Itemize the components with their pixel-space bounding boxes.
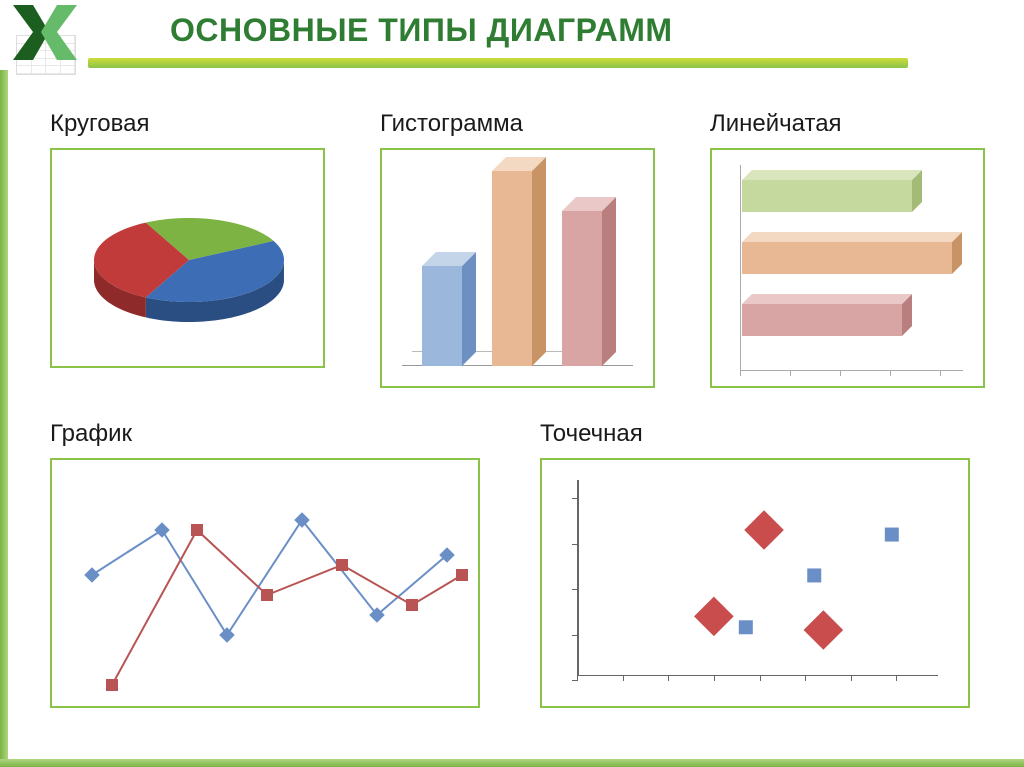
panel-histogram-label: Гистограмма <box>380 110 655 138</box>
histogram-chart <box>380 148 655 388</box>
line-chart <box>50 458 480 708</box>
panel-scatter-label: Точечная <box>540 420 970 448</box>
panel-line-label: График <box>50 420 480 448</box>
pie-chart <box>50 148 325 368</box>
panel-hbar: Линейчатая <box>710 110 985 388</box>
frame-top-accent <box>88 58 908 68</box>
hbar-chart <box>710 148 985 388</box>
panel-hbar-label: Линейчатая <box>710 110 985 138</box>
frame-left <box>0 70 8 759</box>
scatter-chart <box>540 458 970 708</box>
panel-pie-label: Круговая <box>50 110 325 138</box>
excel-logo <box>0 0 100 90</box>
panel-line: График <box>50 420 480 708</box>
panel-scatter: Точечная <box>540 420 970 708</box>
page-title: ОСНОВНЫЕ ТИПЫ ДИАГРАММ <box>170 12 673 49</box>
frame-bottom <box>0 759 1024 767</box>
x-icon <box>5 0 85 75</box>
panel-histogram: Гистограмма <box>380 110 655 388</box>
panel-pie: Круговая <box>50 110 325 388</box>
